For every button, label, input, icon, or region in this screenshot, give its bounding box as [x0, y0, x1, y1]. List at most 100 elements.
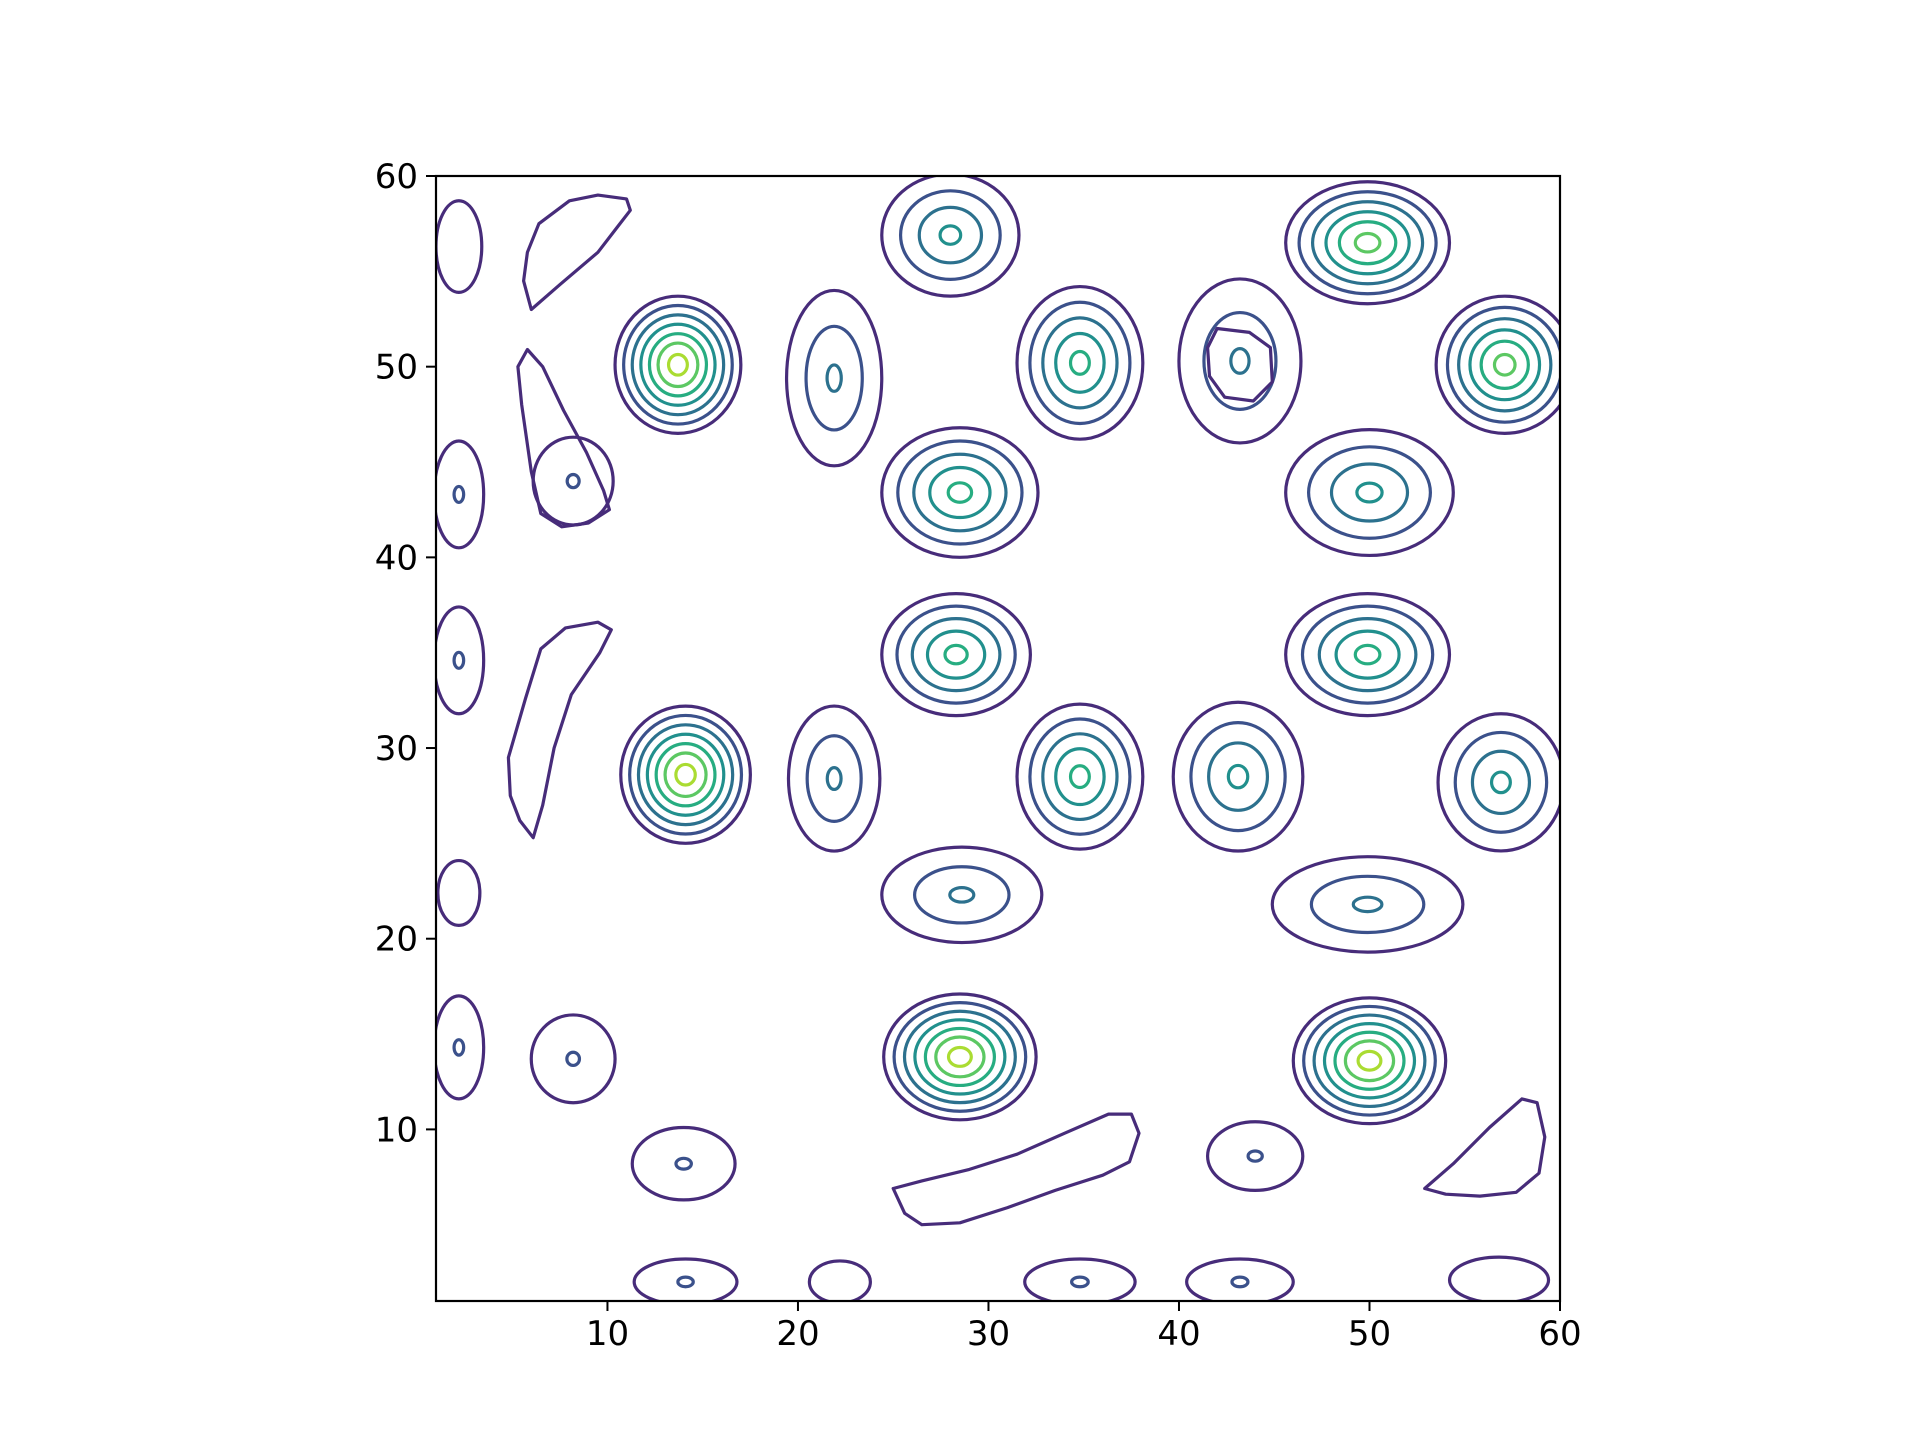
- x-tick-label: 20: [776, 1314, 819, 1354]
- contour-line: [1070, 1275, 1090, 1289]
- contour-line: [902, 1009, 1017, 1105]
- contour-line: [630, 1125, 737, 1202]
- contour-line: [913, 1018, 1007, 1096]
- contour-peak: [1284, 428, 1455, 558]
- contour-peak: [880, 845, 1044, 945]
- contour-line: [1068, 349, 1091, 376]
- contour-line: [1041, 316, 1119, 410]
- contour-line: [1333, 1030, 1406, 1091]
- contour-line: [1343, 1039, 1396, 1083]
- y-tick-label: 10: [375, 1110, 418, 1150]
- contour-line: [1246, 1149, 1264, 1163]
- contour-peak: [1436, 712, 1560, 853]
- x-axis: 10 20 30 40 50 60: [586, 1301, 1582, 1354]
- contour-line: [1329, 462, 1410, 523]
- contour-line: [825, 363, 843, 393]
- contour-line: [1226, 763, 1250, 790]
- y-tick-label: 60: [375, 157, 418, 197]
- contour-line: [1229, 347, 1251, 375]
- contour-line: [1334, 629, 1401, 680]
- contour-peak: [436, 605, 486, 716]
- contour-line: [1284, 180, 1452, 306]
- contour-line: [1205, 1120, 1305, 1192]
- contour-line: [1310, 200, 1425, 286]
- y-axis: 10 20 30 40 50 60: [375, 157, 436, 1150]
- contour-line: [910, 617, 1002, 693]
- contour-peak: [529, 1013, 617, 1105]
- contour-line: [1028, 300, 1132, 426]
- contour-line: [1447, 1255, 1551, 1301]
- contour-line: [656, 341, 700, 389]
- contour-line: [628, 713, 744, 836]
- contour-line: [1457, 317, 1553, 413]
- contour-line: [917, 205, 984, 265]
- contour-line: [898, 189, 1002, 282]
- contour-peak: [1284, 592, 1452, 718]
- contour-peak: [880, 176, 1021, 298]
- contour-line: [1284, 592, 1452, 718]
- contour-line: [565, 1050, 582, 1068]
- contour-peak: [436, 994, 486, 1101]
- contour-line: [880, 176, 1021, 298]
- contour-peak: [1015, 284, 1145, 441]
- contour-line: [1291, 996, 1448, 1126]
- y-tick-label: 40: [375, 538, 418, 578]
- contour-line: [891, 1112, 1141, 1227]
- contour-line: [636, 723, 735, 827]
- x-tick-label: 50: [1348, 1314, 1391, 1354]
- y-tick-label: 30: [375, 729, 418, 769]
- contour-line: [1230, 1275, 1250, 1289]
- x-tick-label: 10: [586, 1314, 629, 1354]
- contour-line: [436, 858, 482, 927]
- contour-line: [531, 435, 615, 527]
- contour-line: [1317, 617, 1418, 693]
- contour-line: [1489, 770, 1512, 795]
- contour-line: [1309, 874, 1426, 935]
- contour-line: [1492, 352, 1517, 377]
- contour-line: [1468, 328, 1542, 402]
- contour-line: [1434, 294, 1560, 435]
- contour-line: [892, 1001, 1028, 1113]
- plot-frame: [434, 174, 1562, 1303]
- contour-line: [825, 766, 843, 792]
- contour-line: [1353, 643, 1382, 666]
- contour-line: [619, 704, 752, 845]
- contour-line: [452, 1038, 466, 1057]
- contour-line: [613, 294, 743, 435]
- contour-peak: [1015, 702, 1145, 851]
- contour-line: [565, 472, 581, 490]
- contour-line: [784, 288, 884, 468]
- contour-peak: [632, 1257, 739, 1301]
- contour-line: [663, 751, 708, 799]
- contour-line: [1028, 717, 1132, 836]
- contour-peak: [630, 1125, 737, 1202]
- contour-line: [880, 426, 1040, 559]
- contour-line: [436, 994, 486, 1101]
- contour-line: [1171, 700, 1305, 853]
- contour-peak: [436, 858, 482, 927]
- contour-peak: [436, 199, 484, 294]
- contour-line: [1324, 210, 1411, 276]
- contour-line: [1041, 732, 1119, 822]
- contour-line: [674, 762, 697, 787]
- contour-line: [1470, 749, 1532, 816]
- contour-line: [1206, 326, 1274, 403]
- contour-line: [1284, 428, 1455, 558]
- contour-line: [1337, 220, 1398, 266]
- contour-line: [452, 484, 466, 505]
- contour-peak: [1291, 996, 1448, 1126]
- contour-line: [1015, 702, 1145, 851]
- contour-peak: [1177, 277, 1303, 445]
- contour-line: [805, 734, 863, 823]
- contour-line: [928, 465, 992, 520]
- contour-line: [630, 313, 726, 417]
- contour-line: [676, 1275, 695, 1289]
- contour-peak: [436, 439, 486, 550]
- contour-line: [1068, 764, 1091, 790]
- contour-line: [1353, 231, 1382, 254]
- contour-line: [1300, 604, 1435, 705]
- contour-peak: [1434, 294, 1560, 435]
- contour-line: [946, 1045, 973, 1068]
- contour-lines: [436, 176, 1560, 1301]
